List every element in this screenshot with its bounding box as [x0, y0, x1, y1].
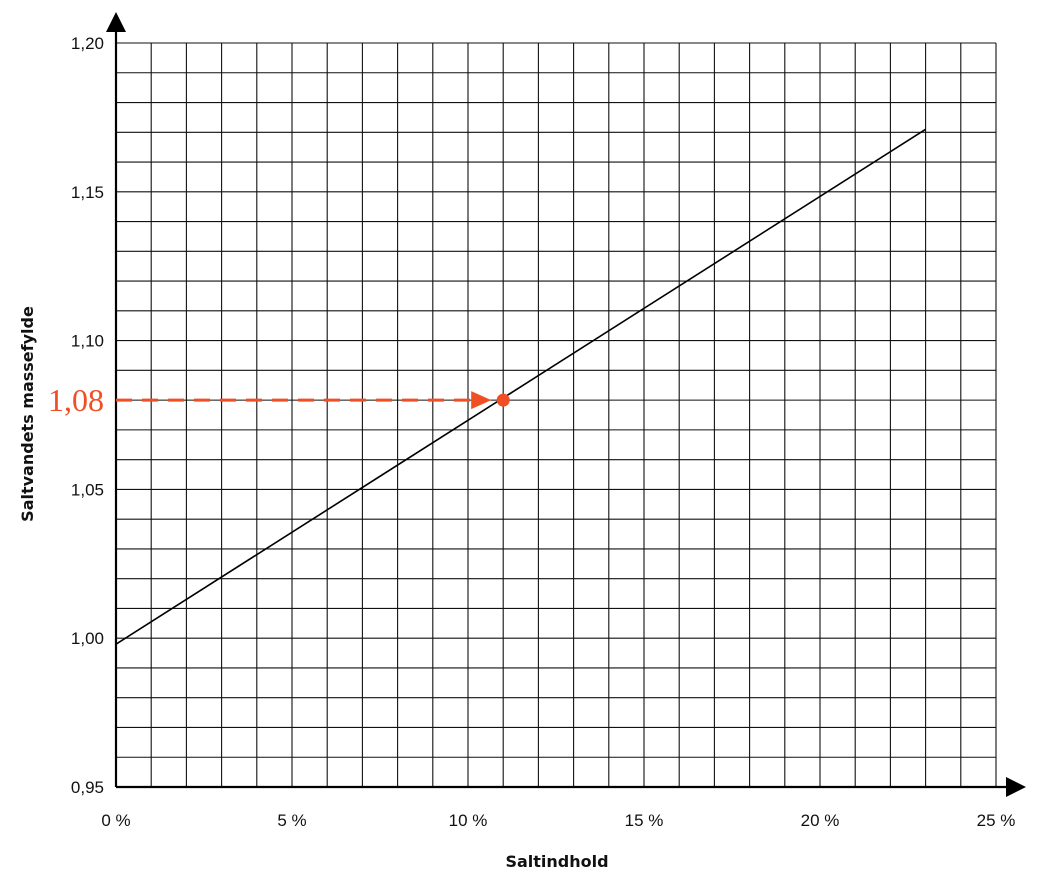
y-tick-label: 0,95 [71, 778, 104, 797]
reading-annotation: 1,08 [48, 382, 510, 418]
y-tick-label: 1,05 [71, 480, 104, 499]
y-axis-arrow-icon [106, 12, 126, 32]
annotation-arrow-icon [471, 391, 492, 410]
y-axis-title: Saltvandets massefylde [18, 306, 37, 522]
y-tick-label: 1,15 [71, 183, 104, 202]
tick-labels: 0 % 5 % 10 % 15 % 20 % 25 % 0,95 1,00 1,05 1,10 1,… [71, 34, 1015, 830]
x-tick-label: 20 % [801, 811, 840, 830]
annotation-point [496, 393, 510, 407]
x-axis-title: Saltindhold [505, 852, 608, 871]
x-tick-label: 25 % [977, 811, 1016, 830]
chart-series [115, 128, 927, 645]
x-tick-label: 5 % [277, 811, 306, 830]
x-tick-label: 0 % [101, 811, 130, 830]
y-tick-label: 1,10 [71, 332, 104, 351]
x-axis-arrow-icon [1006, 777, 1026, 797]
x-tick-label: 15 % [625, 811, 664, 830]
series-line [115, 128, 927, 645]
x-tick-label: 10 % [449, 811, 488, 830]
chart-grid [115, 42, 997, 788]
chart-axes [106, 12, 1026, 797]
y-tick-label: 1,20 [71, 34, 104, 53]
y-tick-label: 1,00 [71, 629, 104, 648]
annotation-label: 1,08 [48, 382, 104, 418]
